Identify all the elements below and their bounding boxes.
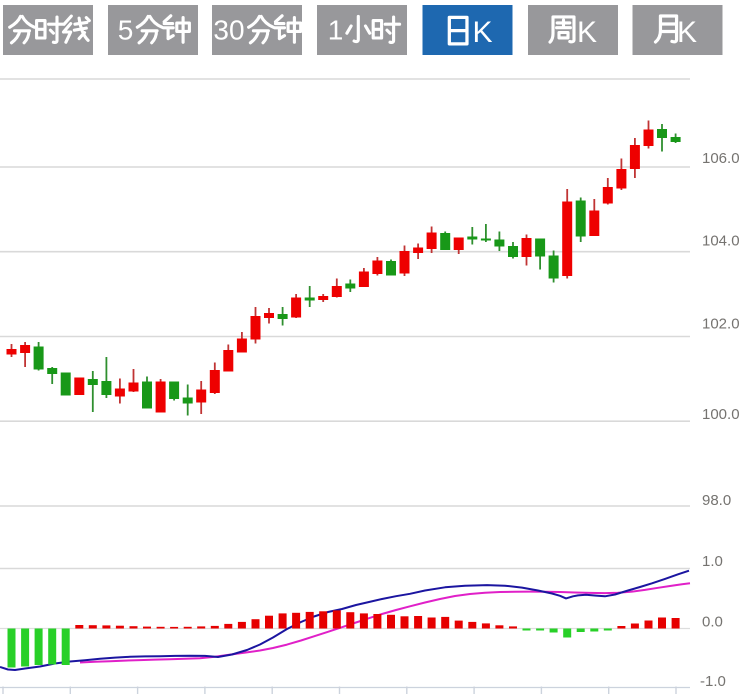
svg-text:106.0: 106.0 [702, 150, 740, 167]
svg-text:1.0: 1.0 [702, 553, 723, 570]
svg-text:102.0: 102.0 [702, 316, 740, 333]
svg-text:30: 30 [213, 15, 244, 46]
svg-text:1: 1 [328, 15, 344, 46]
svg-text:K: K [577, 16, 597, 49]
svg-text:0.0: 0.0 [702, 613, 723, 630]
svg-text:98.0: 98.0 [702, 492, 731, 509]
svg-text:K: K [677, 16, 697, 49]
svg-text:K: K [473, 16, 493, 49]
svg-text:-1.0: -1.0 [700, 673, 726, 690]
svg-text:5: 5 [118, 15, 134, 46]
svg-text:104.0: 104.0 [702, 233, 740, 250]
svg-text:100.0: 100.0 [702, 406, 740, 423]
